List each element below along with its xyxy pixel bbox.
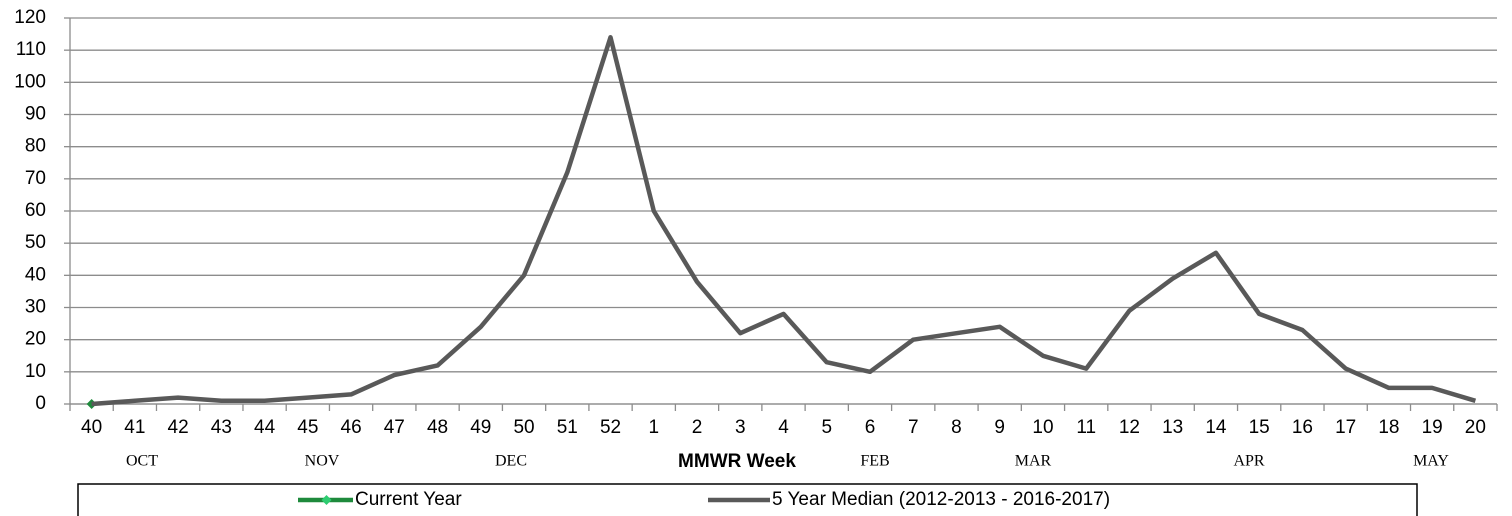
x-tick-label: 45 (297, 417, 318, 438)
x-tick-label: 52 (600, 417, 621, 438)
y-tick-label: 60 (25, 200, 46, 221)
x-tick-label: 51 (557, 417, 578, 438)
x-tick-label: 7 (908, 417, 919, 438)
month-label: FEB (860, 453, 889, 470)
y-tick-label: 30 (25, 297, 46, 318)
x-tick-label: 48 (427, 417, 448, 438)
y-tick-label: 90 (25, 104, 46, 125)
legend-marker (321, 495, 332, 505)
x-tick-label: 17 (1335, 417, 1356, 438)
x-tick-label: 1 (648, 417, 659, 438)
x-tick-label: 49 (470, 417, 491, 438)
x-tick-label: 47 (384, 417, 405, 438)
month-label: MAR (1015, 453, 1052, 470)
x-tick-label: 9 (994, 417, 1005, 438)
x-tick-label: 3 (735, 417, 746, 438)
month-label: OCT (126, 453, 158, 470)
x-tick-label: 10 (1032, 417, 1053, 438)
x-tick-label: 14 (1205, 417, 1227, 438)
month-label: NOV (305, 453, 340, 470)
y-tick-label: 100 (14, 71, 46, 92)
x-tick-label: 6 (865, 417, 876, 438)
x-tick-label: 5 (821, 417, 832, 438)
x-tick-label: 42 (168, 417, 189, 438)
x-tick-label: 43 (211, 417, 232, 438)
legend-label: 5 Year Median (2012-2013 - 2016-2017) (772, 489, 1110, 510)
legend-label: Current Year (355, 489, 462, 510)
x-tick-label: 12 (1119, 417, 1140, 438)
y-tick-label: 110 (16, 39, 46, 60)
x-axis-label: MMWR Week (678, 451, 796, 472)
month-label: DEC (495, 453, 527, 470)
x-tick-label: 18 (1378, 417, 1399, 438)
x-tick-label: 44 (254, 417, 276, 438)
y-tick-label: 120 (14, 7, 46, 28)
x-tick-label: 41 (124, 417, 145, 438)
y-tick-label: 0 (35, 393, 46, 414)
x-tick-label: 4 (778, 417, 789, 438)
x-tick-label: 15 (1249, 417, 1270, 438)
y-tick-label: 20 (25, 329, 46, 350)
y-tick-label: 80 (25, 136, 46, 157)
x-tick-label: 13 (1162, 417, 1183, 438)
series-line (91, 35, 1477, 407)
y-tick-label: 40 (25, 264, 46, 285)
y-tick-label: 70 (25, 168, 46, 189)
x-tick-label: 19 (1422, 417, 1443, 438)
x-tick-label: 46 (341, 417, 362, 438)
x-tick-label: 8 (951, 417, 962, 438)
month-label: MAY (1413, 453, 1449, 470)
y-tick-label: 10 (25, 361, 46, 382)
month-label: APR (1233, 453, 1264, 470)
y-tick-label: 50 (25, 232, 46, 253)
x-tick-label: 16 (1292, 417, 1313, 438)
x-tick-label: 40 (81, 417, 102, 438)
x-tick-label: 50 (513, 417, 534, 438)
x-tick-label: 2 (692, 417, 703, 438)
x-tick-label: 11 (1076, 417, 1096, 438)
x-tick-label: 20 (1465, 417, 1486, 438)
